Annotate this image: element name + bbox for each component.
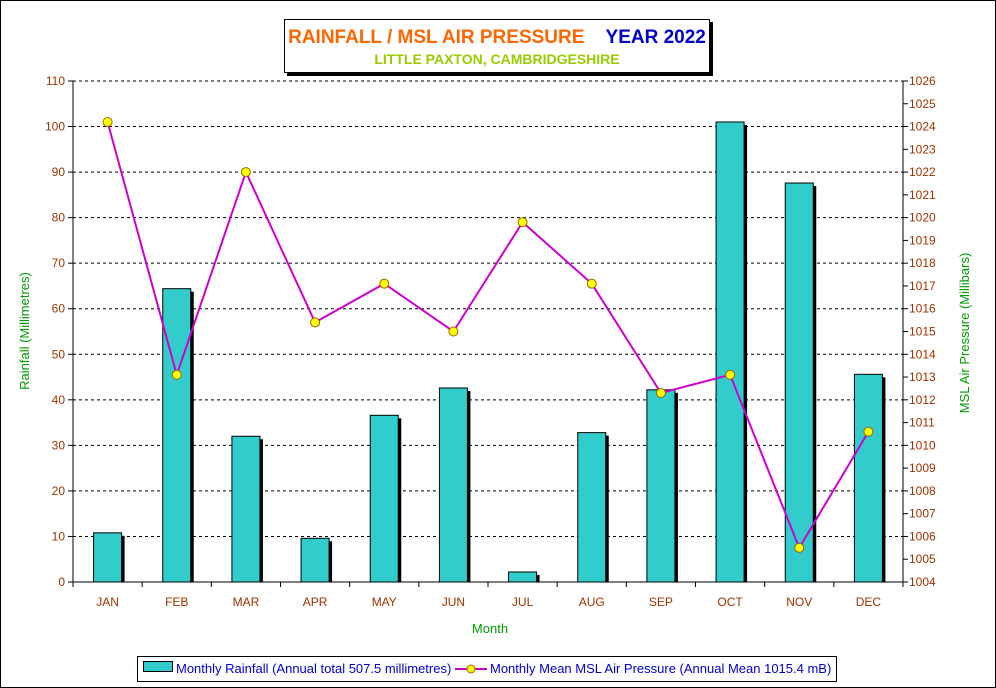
chart-title: RAINFALL / MSL AIR PRESSURE YEAR 2022 [285, 27, 709, 49]
y-tick-label: 40 [52, 393, 66, 407]
x-tick-label: JUN [442, 595, 465, 609]
y2-tick-label: 1021 [909, 188, 936, 202]
y2-tick-label: 1022 [909, 165, 936, 179]
legend: Monthly Rainfall (Annual total 507.5 mil… [137, 656, 837, 682]
y2-tick-label: 1009 [909, 461, 936, 475]
y2-tick-label: 1016 [909, 302, 936, 316]
chart-title-box: RAINFALL / MSL AIR PRESSURE YEAR 2022 LI… [284, 19, 710, 73]
y-tick-label: 110 [46, 74, 65, 88]
y2-tick-label: 1011 [909, 416, 935, 430]
tick-labels: 0102030405060708090100110100410051006100… [45, 74, 936, 609]
y-tick-label: 10 [52, 529, 66, 543]
y2-tick-label: 1012 [909, 393, 936, 407]
y-tick-label: 0 [58, 575, 65, 589]
y2-tick-label: 1020 [909, 211, 936, 225]
legend-line-swatch [455, 664, 487, 674]
legend-bar-swatch [143, 661, 173, 672]
x-tick-label: MAY [372, 595, 397, 609]
rainfall-bar [784, 182, 814, 583]
pressure-point [517, 217, 528, 228]
x-tick-label: NOV [786, 595, 812, 609]
rainfall-bar [438, 387, 468, 583]
y-tick-label: 20 [52, 484, 66, 498]
rainfall-bar [508, 571, 538, 583]
y-axis-title: Rainfall (Millimetres) [17, 272, 32, 390]
pressure-series-line [106, 121, 870, 551]
pressure-point [379, 278, 390, 289]
y2-tick-label: 1018 [909, 256, 936, 270]
pressure-point [655, 387, 666, 398]
x-tick-label: JAN [96, 595, 119, 609]
pressure-point [794, 542, 805, 553]
y2-tick-label: 1014 [909, 347, 936, 361]
x-tick-label: MAR [233, 595, 260, 609]
pressure-point [102, 116, 113, 127]
y2-tick-label: 1006 [909, 529, 936, 543]
x-axis-title: Month [472, 621, 508, 636]
pressure-point [448, 326, 459, 337]
chart-subtitle: LITTLE PAXTON, CAMBRIDGESHIRE [374, 51, 620, 67]
pressure-point [586, 278, 597, 289]
x-tick-label: SEP [649, 595, 673, 609]
pressure-point [171, 369, 182, 380]
y2-tick-label: 1008 [909, 484, 936, 498]
chart-title-year: YEAR 2022 [605, 27, 706, 48]
rainfall-bar [369, 414, 399, 583]
rainfall-bar [577, 432, 607, 583]
y-tick-label: 70 [52, 256, 66, 270]
y-tick-label: 30 [52, 438, 66, 452]
x-tick-label: JUL [512, 595, 534, 609]
x-tick-label: DEC [856, 595, 882, 609]
chart-title-main: RAINFALL / MSL AIR PRESSURE [288, 27, 585, 48]
y2-tick-label: 1004 [909, 575, 936, 589]
x-tick-label: APR [303, 595, 328, 609]
axes [68, 80, 908, 587]
gridlines [73, 80, 903, 537]
y-tick-label: 100 [45, 120, 65, 134]
y2-tick-label: 1019 [909, 233, 936, 247]
y2-tick-label: 1010 [909, 438, 936, 452]
pressure-point [310, 317, 321, 328]
legend-pressure-label: Monthly Mean MSL Air Pressure (Annual Me… [490, 661, 832, 676]
rainfall-bar [162, 288, 192, 583]
x-tick-label: OCT [717, 595, 743, 609]
rainfall-bar [93, 532, 123, 583]
y-tick-label: 80 [52, 211, 66, 225]
y2-tick-label: 1023 [909, 142, 936, 156]
rainfall-bar [646, 389, 676, 583]
pressure-point [863, 426, 874, 437]
rainfall-bar [715, 121, 745, 583]
y2-axis-title: MSL Air Pressure (Millibars) [957, 253, 972, 414]
y2-tick-label: 1005 [909, 552, 936, 566]
x-tick-label: FEB [165, 595, 188, 609]
y2-tick-label: 1024 [909, 120, 936, 134]
y2-tick-label: 1007 [909, 507, 936, 521]
rainfall-bars [93, 121, 886, 583]
y-tick-label: 90 [52, 165, 66, 179]
y2-tick-label: 1026 [909, 74, 936, 88]
y2-tick-label: 1015 [909, 325, 936, 339]
legend-rainfall-label: Monthly Rainfall (Annual total 507.5 mil… [176, 661, 452, 676]
y2-tick-label: 1017 [909, 279, 936, 293]
y-tick-label: 60 [52, 302, 66, 316]
rainfall-bar [231, 435, 261, 583]
y2-tick-label: 1025 [909, 97, 936, 111]
pressure-point [725, 369, 736, 380]
pressure-line [102, 116, 874, 553]
pressure-point [240, 167, 251, 178]
rainfall-bar [300, 537, 330, 583]
x-tick-label: AUG [579, 595, 605, 609]
y-tick-label: 50 [52, 347, 66, 361]
y2-tick-label: 1013 [909, 370, 936, 384]
rainfall-bar [853, 373, 883, 583]
